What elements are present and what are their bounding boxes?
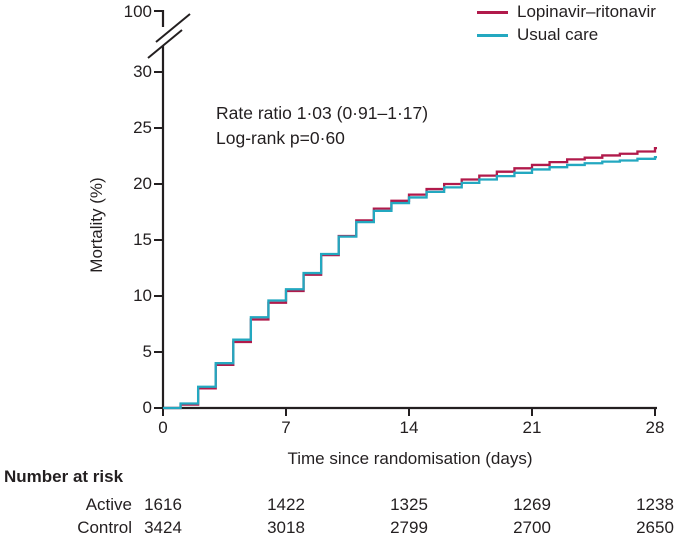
- x-tick-label-14: 14: [399, 418, 419, 437]
- x-tick-label-7: 7: [281, 418, 291, 437]
- y-axis-title: Mortality (%): [87, 177, 106, 273]
- axis-break-slash-2: [147, 29, 183, 59]
- legend-swatch-usual-care: [477, 34, 508, 37]
- y-tick-label-0: 0: [142, 398, 152, 417]
- legend-item-lopinavir: Lopinavir–ritonavir: [477, 2, 677, 22]
- log-rank-annotation: Log-rank p=0·60: [216, 128, 345, 148]
- axis-break-slash-1: [155, 13, 191, 43]
- legend-swatch-lopinavir: [477, 11, 508, 14]
- x-tick-label-0: 0: [158, 418, 168, 437]
- y-tick-label-30: 30: [133, 62, 152, 81]
- y-tick-label-20: 20: [133, 174, 152, 193]
- risk-active-d21: 1269: [513, 495, 551, 514]
- risk-active-d0: 1616: [144, 495, 182, 514]
- risk-control-d0: 3424: [144, 518, 182, 537]
- risk-control-d14: 2799: [390, 518, 428, 537]
- y-tick-label-5: 5: [142, 342, 152, 361]
- x-axis-title: Time since randomisation (days): [287, 449, 533, 468]
- x-tick-label-21: 21: [522, 418, 542, 437]
- km-curve-usual-care: [163, 155, 657, 410]
- km-curve-lopinavir-ritonavir: [163, 147, 657, 410]
- km-curves-group: [163, 147, 657, 410]
- risk-row-label-active: Active: [85, 495, 132, 514]
- y-tick-label-25: 25: [133, 118, 152, 137]
- risk-active-d7: 1422: [267, 495, 305, 514]
- y-tick-label-15: 15: [133, 230, 152, 249]
- legend-item-usual-care: Usual care: [477, 25, 677, 45]
- risk-control-d21: 2700: [513, 518, 551, 537]
- y-tick-label-100: 100: [123, 2, 152, 21]
- risk-control-d28: 2650: [636, 518, 674, 537]
- legend-label-lopinavir: Lopinavir–ritonavir: [517, 2, 656, 21]
- risk-row-label-control: Control: [77, 518, 132, 537]
- x-tick-label-28: 28: [645, 418, 665, 437]
- number-at-risk-title: Number at risk: [4, 467, 124, 486]
- legend-label-usual-care: Usual care: [517, 25, 599, 44]
- risk-active-d14: 1325: [390, 495, 428, 514]
- rate-ratio-annotation: Rate ratio 1·03 (0·91–1·17): [216, 103, 429, 123]
- risk-control-d7: 3018: [267, 518, 305, 537]
- risk-active-d28: 1238: [636, 495, 674, 514]
- km-plot-svg: [147, 10, 657, 416]
- y-tick-label-10: 10: [133, 286, 152, 305]
